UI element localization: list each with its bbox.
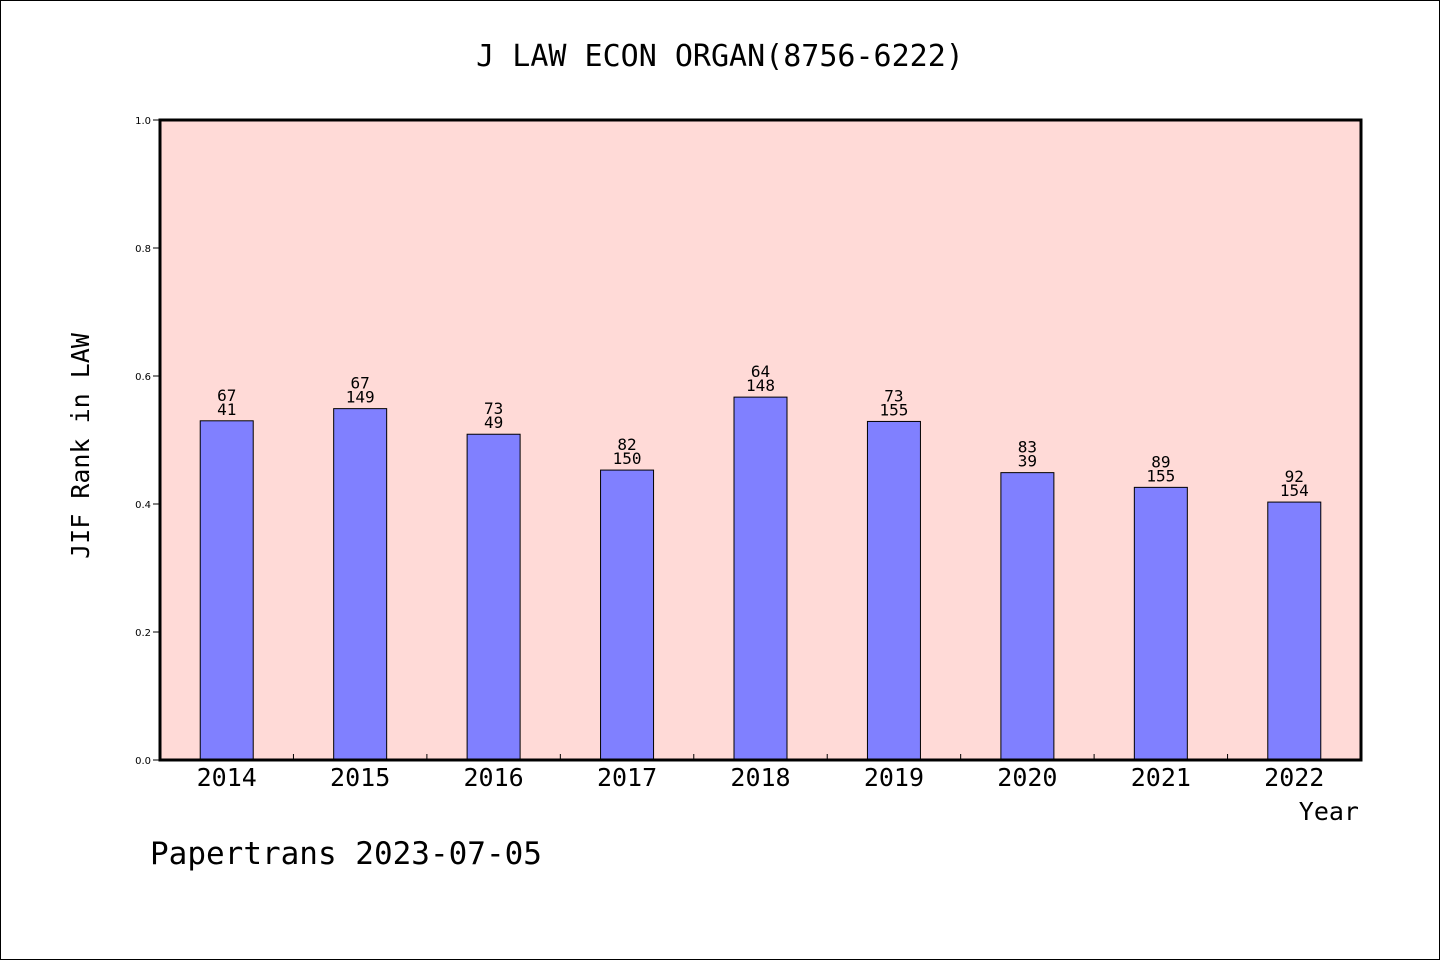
- bar-label-bottom: 39: [1018, 452, 1037, 471]
- x-tick-label: 2018: [730, 763, 790, 792]
- bar-label-top: 92: [1285, 467, 1304, 486]
- x-tick-label: 2020: [997, 763, 1057, 792]
- bar-label-bottom: 149: [346, 388, 375, 407]
- bar-2017: [600, 469, 655, 761]
- bar-label-bottom: 155: [879, 400, 908, 419]
- x-axis: 2014 2015 2016 2017 2018 2019 2020 2021 2022: [197, 754, 1324, 792]
- bar-label-top: 89: [1151, 452, 1170, 471]
- plot-border: [158, 118, 1363, 762]
- footer-text: Papertrans 2023-07-05: [150, 836, 542, 872]
- bar-2015: [333, 408, 388, 761]
- bar-2018: [733, 396, 788, 761]
- bar-label-top: 64: [751, 362, 770, 381]
- bar-label-bottom: 154: [1280, 481, 1309, 500]
- bar-label-top: 73: [884, 386, 903, 405]
- y-tick-label: 0.0: [135, 756, 151, 767]
- x-axis-label: Year: [1299, 797, 1359, 826]
- y-axis-label: JIF Rank in LAW: [66, 332, 95, 559]
- x-tick-label: 2016: [464, 763, 524, 792]
- y-tick-label: 0.8: [135, 244, 151, 255]
- y-axis: 0.0 0.2 0.4 0.6 0.8 1.0: [135, 116, 160, 767]
- bar-2021: [1133, 486, 1188, 761]
- x-tick-label: 2021: [1131, 763, 1191, 792]
- y-tick-label: 1.0: [135, 116, 151, 127]
- bar-label-bottom: 49: [484, 413, 503, 432]
- bar-label-top: 73: [484, 399, 503, 418]
- bar-2019: [866, 420, 921, 761]
- bar-2014: [199, 420, 254, 761]
- bar-label-top: 82: [617, 435, 636, 454]
- x-tick-label: 2019: [864, 763, 924, 792]
- x-tick-label: 2022: [1264, 763, 1324, 792]
- bar-label-top: 67: [217, 386, 236, 405]
- bar-label-bottom: 148: [746, 376, 775, 395]
- x-tick-label: 2014: [197, 763, 257, 792]
- bar-2020: [1000, 472, 1055, 761]
- y-tick-label: 0.6: [135, 372, 151, 383]
- bar-label-bottom: 41: [217, 400, 236, 419]
- bar-label-bottom: 155: [1146, 466, 1175, 485]
- chart-title: J LAW ECON ORGAN(8756-6222): [476, 39, 964, 74]
- bar-label-bottom: 150: [613, 449, 642, 468]
- x-tick-label: 2017: [597, 763, 657, 792]
- x-tick-label: 2015: [330, 763, 390, 792]
- bar-label-top: 67: [351, 374, 370, 393]
- bar-2022: [1267, 501, 1322, 761]
- bars: [199, 396, 1322, 761]
- y-tick-label: 0.2: [135, 628, 151, 639]
- bar-label-top: 83: [1018, 438, 1037, 457]
- bar-2016: [466, 433, 521, 761]
- y-tick-label: 0.4: [135, 500, 151, 511]
